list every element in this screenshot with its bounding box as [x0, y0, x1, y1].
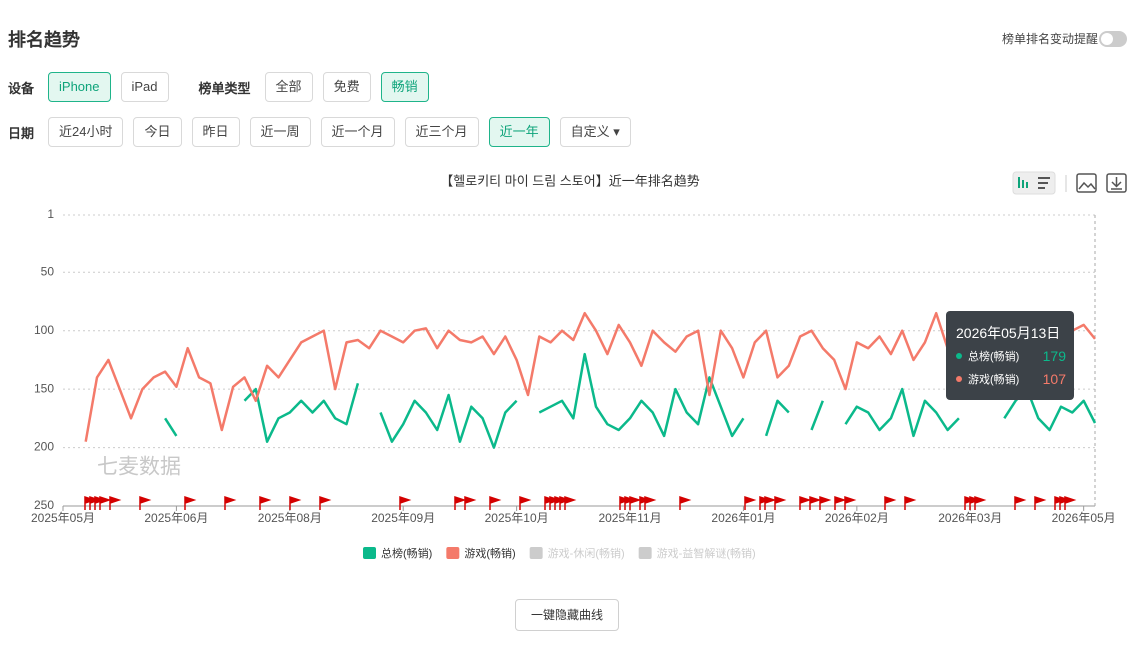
icon-download-a [1111, 177, 1122, 190]
filter-button[interactable]: 近24小时 [48, 117, 124, 147]
event-flag [764, 495, 777, 510]
x-tick-label: 2026年05月 [1052, 511, 1116, 525]
x-tick-label: 2025年11月 [598, 511, 661, 525]
event-flag [564, 495, 577, 510]
y-tick-label: 100 [34, 323, 54, 337]
legend-swatch [529, 547, 543, 559]
event-flag [454, 495, 467, 510]
filter-button[interactable]: 昨日 [191, 117, 240, 147]
series-line [164, 352, 1097, 449]
icon-download [1106, 173, 1127, 193]
series-line [84, 311, 1096, 442]
legend-swatch [638, 547, 652, 559]
y-tick-label: 50 [41, 264, 55, 278]
tooltip-row: 游戏(畅销) 107 [956, 370, 1066, 388]
event-flag [99, 495, 112, 510]
x-tick-label: 2025年05月 [31, 511, 95, 525]
event-flag [1014, 495, 1027, 510]
tooltip-row: 总榜(畅销) 179 [956, 347, 1066, 365]
event-flag [259, 495, 272, 510]
event-flag [289, 495, 302, 510]
filter-button[interactable]: 自定义 ▾ [559, 117, 631, 147]
filter-button[interactable]: 近一周 [249, 117, 311, 147]
legend-label: 游戏-休闲(畅销) [548, 546, 625, 560]
icon-list [1038, 177, 1050, 189]
filter-button[interactable]: iPhone [48, 72, 111, 102]
chart-title: 【헬로키티 마이 드림 스토어】近一年排名趋势 [440, 173, 699, 188]
tooltip-dot [956, 353, 962, 359]
event-flag [109, 495, 122, 510]
icon-image [1076, 173, 1097, 193]
y-tick-label: 1 [47, 207, 54, 221]
legend-swatch [446, 547, 460, 559]
filter-button[interactable]: iPad [120, 72, 169, 102]
event-flag [679, 495, 692, 510]
event-flag [809, 495, 822, 510]
filter-button[interactable]: 免费 [322, 72, 371, 102]
filter-row: 日期 近24小时 今日 昨日 近一周 近一个月 近三个月 近一年 自定义 ▾ [8, 117, 631, 147]
event-flag [844, 495, 857, 510]
event-flag [974, 495, 987, 510]
hide-curves-button[interactable]: 一键隐藏曲线 [515, 599, 619, 631]
tooltip-name: 总榜(畅销) [968, 351, 1020, 363]
event-flag [629, 495, 642, 510]
event-flag [139, 495, 152, 510]
tooltip-name: 游戏(畅销) [968, 374, 1020, 386]
event-flag [1034, 495, 1047, 510]
toggle-label: 榜单排名变动提醒 [1001, 32, 1098, 46]
x-tick-label: 2026年02月 [825, 511, 889, 525]
filter-label: 榜单类型 [198, 80, 251, 96]
x-tick-label: 2025年09月 [371, 511, 435, 525]
event-flag [884, 495, 897, 510]
icon-image-m [1078, 181, 1096, 190]
filter-label: 日期 [8, 125, 35, 141]
event-flag [184, 495, 197, 510]
icon-bars [1018, 177, 1028, 188]
event-flag [399, 495, 412, 510]
x-tick-label: 2025年10月 [485, 511, 549, 525]
x-tick-label: 2026年03月 [938, 511, 1002, 525]
y-tick-label: 250 [34, 498, 54, 512]
filter-button[interactable]: 畅销 [380, 72, 429, 102]
tooltip: 2026年05月13日总榜(畅销) 179 游戏(畅销) 107 [946, 311, 1074, 400]
toggle-switch[interactable] [1099, 31, 1127, 47]
x-tick-label: 2026年01月 [711, 511, 775, 525]
event-flag [819, 495, 832, 510]
event-flag [1064, 495, 1077, 510]
event-flag [774, 495, 787, 510]
y-tick-label: 200 [34, 440, 54, 454]
legend-label: 游戏(畅销) [464, 546, 515, 560]
event-flag [319, 495, 332, 510]
event-flag [744, 495, 757, 510]
filter-row: 设备 iPhone iPad 榜单类型 全部 免费 畅销 [8, 72, 429, 102]
filter-button[interactable]: 全部 [264, 72, 313, 102]
x-tick-label: 2025年08月 [258, 511, 322, 525]
event-flag [519, 495, 532, 510]
event-flag [224, 495, 237, 510]
filter-button[interactable]: 近一个月 [320, 117, 395, 147]
event-flag [464, 495, 477, 510]
event-flag [799, 495, 812, 510]
page-title: 排名趋势 [8, 30, 80, 50]
legend-label: 游戏-益智解谜(畅销) [657, 546, 756, 560]
y-tick-label: 150 [34, 381, 54, 395]
event-flag [644, 495, 657, 510]
filter-button[interactable]: 近一年 [488, 117, 550, 147]
watermark: 七麦数据 [97, 456, 181, 479]
filter-button[interactable]: 今日 [133, 117, 182, 147]
filter-button[interactable]: 近三个月 [404, 117, 479, 147]
tooltip-title: 2026年05月13日 [956, 325, 1061, 341]
filter-label: 设备 [8, 80, 35, 96]
event-flag [834, 495, 847, 510]
tooltip-value: 179 [1042, 348, 1066, 364]
x-tick-label: 2025年06月 [144, 511, 208, 525]
tooltip-value: 107 [1042, 371, 1066, 387]
event-flag [489, 495, 502, 510]
event-flag [904, 495, 917, 510]
legend-swatch [363, 547, 376, 559]
legend-label: 总榜(畅销) [381, 546, 432, 560]
tooltip-dot [956, 376, 962, 382]
